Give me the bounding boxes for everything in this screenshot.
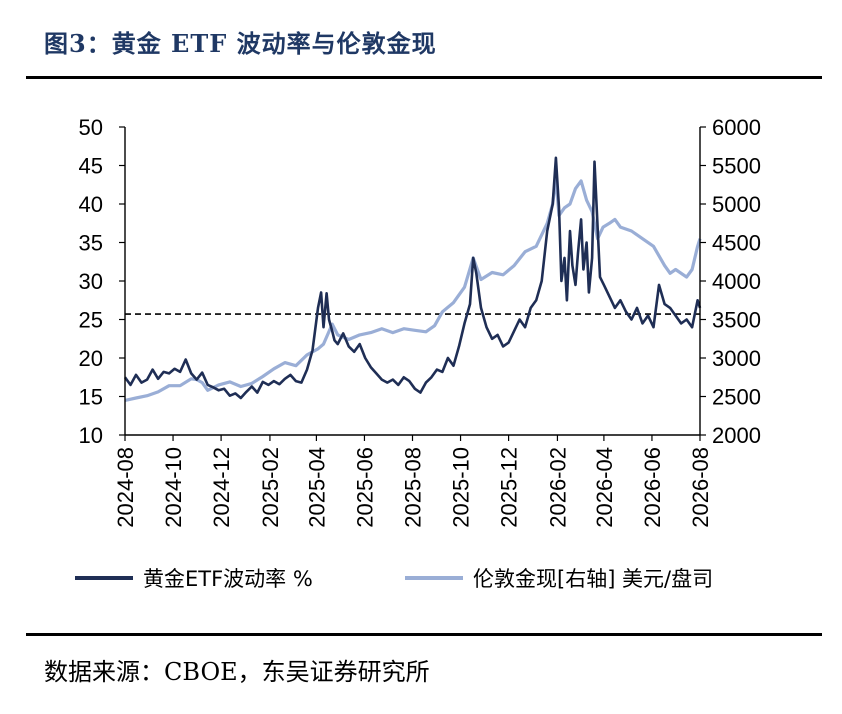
bottom-rule: [26, 633, 822, 636]
top-rule: [26, 76, 822, 79]
x-tick-label: 2025-02: [258, 447, 283, 528]
x-tick-label: 2025-04: [304, 447, 329, 528]
x-tick-label: 2024-08: [113, 447, 138, 528]
chart-area: 10 15 20 25 30 35 40 45 50 2000 2500 3000 3500 4000 45…: [75, 115, 761, 591]
source-note: 数据来源：CBOE，东吴证券研究所: [44, 658, 430, 686]
y-left-tick-label: 35: [79, 231, 103, 256]
x-tick-label: 2025-06: [352, 447, 377, 528]
y-left-tick-label: 50: [79, 115, 103, 140]
y-left-tick-label: 30: [79, 269, 103, 294]
y-right-tick-label: 4000: [712, 269, 761, 294]
legend-label-etf-volatility: 黄金ETF波动率 %: [143, 567, 313, 591]
x-tick-label: 2024-12: [209, 447, 234, 528]
legend: 黄金ETF波动率 % 伦敦金现[右轴] 美元/盘司: [75, 567, 713, 591]
y-left-tick-label: 15: [79, 385, 103, 410]
series-line-london-gold: [124, 175, 702, 402]
x-tick-label: 2025-12: [497, 447, 522, 528]
legend-label-london-gold: 伦敦金现[右轴] 美元/盘司: [473, 567, 713, 591]
y-right-tick-label: 3500: [712, 308, 761, 333]
x-tick-label: 2024-10: [161, 447, 186, 528]
x-tick-label: 2026-08: [688, 447, 713, 528]
x-tick-label: 2026-02: [545, 447, 570, 528]
y-right-tick-label: 6000: [712, 115, 761, 140]
x-tick-label: 2026-04: [592, 447, 617, 528]
y-right-tick-label: 4500: [712, 231, 761, 256]
y-right-tick-label: 2000: [712, 423, 761, 448]
figure-title: 图3：黄金 ETF 波动率与伦敦金现: [44, 29, 437, 58]
x-tick-label: 2026-06: [640, 447, 665, 528]
x-tick-label: 2025-10: [449, 447, 474, 528]
y-left-tick-label: 20: [79, 346, 103, 371]
y-left-tick-label: 40: [79, 192, 103, 217]
y-left-tick-label: 45: [79, 154, 103, 179]
y-right-tick-label: 5000: [712, 192, 761, 217]
y-right-tick-label: 2500: [712, 385, 761, 410]
y-right-tick-label: 3000: [712, 346, 761, 371]
y-left-tick-label: 25: [79, 308, 103, 333]
plot-layer: [123, 156, 702, 402]
series-line-etf-volatility: [123, 156, 702, 400]
axis-layer: 10 15 20 25 30 35 40 45 50 2000 2500 3000 3500 4000 45…: [79, 115, 761, 528]
y-left-tick-label: 10: [79, 423, 103, 448]
y-right-tick-label: 5500: [712, 154, 761, 179]
x-tick-label: 2025-08: [401, 447, 426, 528]
